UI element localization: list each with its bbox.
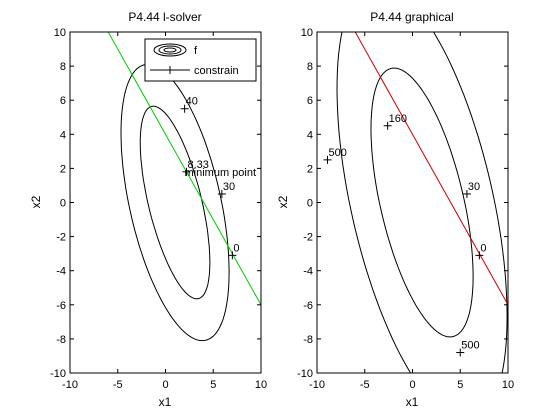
contour-level-160 <box>370 67 474 338</box>
point-label: 8.33 <box>188 159 209 171</box>
x-tick-label: -5 <box>360 379 370 391</box>
constraint-line <box>354 32 508 306</box>
y-tick-label: 4 <box>60 129 66 141</box>
y-tick-label: 10 <box>301 27 313 39</box>
legend-contour-swatch <box>153 43 187 57</box>
legend-contour-swatch <box>163 47 177 53</box>
point-label: 30 <box>468 181 480 193</box>
y-tick-label: 6 <box>60 95 66 107</box>
point-label: 0 <box>233 242 239 254</box>
y-tick-label: 8 <box>60 61 66 73</box>
point-label: 30 <box>223 181 235 193</box>
annotation-label: minimum point <box>185 167 257 179</box>
y-tick-label: 2 <box>60 163 66 175</box>
contour-level-40 <box>139 105 211 300</box>
legend-label: f <box>194 45 198 57</box>
y-tick-label: -10 <box>297 368 313 380</box>
axes-box <box>69 31 262 374</box>
contour-level-500 <box>336 32 508 373</box>
y-axis-title: x2 <box>276 195 290 208</box>
legend-label: constrain <box>194 65 239 77</box>
plot-title: P4.44 graphical <box>370 10 453 24</box>
x-axis-title: x1 <box>159 395 172 409</box>
axes-box <box>316 31 509 374</box>
point-label: 500 <box>461 340 479 352</box>
y-tick-label: -8 <box>56 334 66 346</box>
x-axis-title: x1 <box>406 395 419 409</box>
point-label: 160 <box>389 113 407 125</box>
y-tick-label: -10 <box>50 368 66 380</box>
constraint-line <box>107 32 261 306</box>
x-tick-label: 0 <box>162 379 168 391</box>
right-panel: P4.44 graphical x1 x2 500 160 30 0 500 -10 -5 0… <box>276 10 514 409</box>
y-tick-label: 0 <box>307 198 313 210</box>
y-tick-label: 4 <box>307 129 313 141</box>
plot-title: P4.44 l-solver <box>128 10 201 24</box>
point-label: 40 <box>186 96 198 108</box>
x-tick-label: -10 <box>309 379 325 391</box>
x-tick-label: 10 <box>502 379 514 391</box>
y-tick-label: -8 <box>303 334 313 346</box>
y-tick-label: 0 <box>60 198 66 210</box>
point-label: 0 <box>480 242 486 254</box>
y-tick-label: -2 <box>303 232 313 244</box>
plot-area <box>336 32 508 373</box>
y-tick-label: -4 <box>56 266 66 278</box>
y-axis-title: x2 <box>29 195 43 208</box>
x-tick-label: -10 <box>62 379 78 391</box>
x-tick-label: -5 <box>113 379 123 391</box>
x-tick-label: 5 <box>210 379 216 391</box>
x-tick-label: 10 <box>255 379 267 391</box>
y-tick-label: 8 <box>307 61 313 73</box>
legend-contour-swatch <box>158 45 182 55</box>
x-tick-label: 5 <box>457 379 463 391</box>
legend: f constrain <box>144 38 257 82</box>
x-tick-label: 0 <box>409 379 415 391</box>
contour-level-80 <box>120 63 230 342</box>
y-tick-label: -4 <box>303 266 313 278</box>
point-label: 500 <box>329 147 347 159</box>
y-tick-label: -6 <box>303 300 313 312</box>
legend-box <box>144 38 257 82</box>
y-tick-label: 6 <box>307 95 313 107</box>
y-tick-label: -6 <box>56 300 66 312</box>
y-tick-label: 2 <box>307 163 313 175</box>
y-tick-label: 10 <box>54 27 66 39</box>
y-tick-label: -2 <box>56 232 66 244</box>
